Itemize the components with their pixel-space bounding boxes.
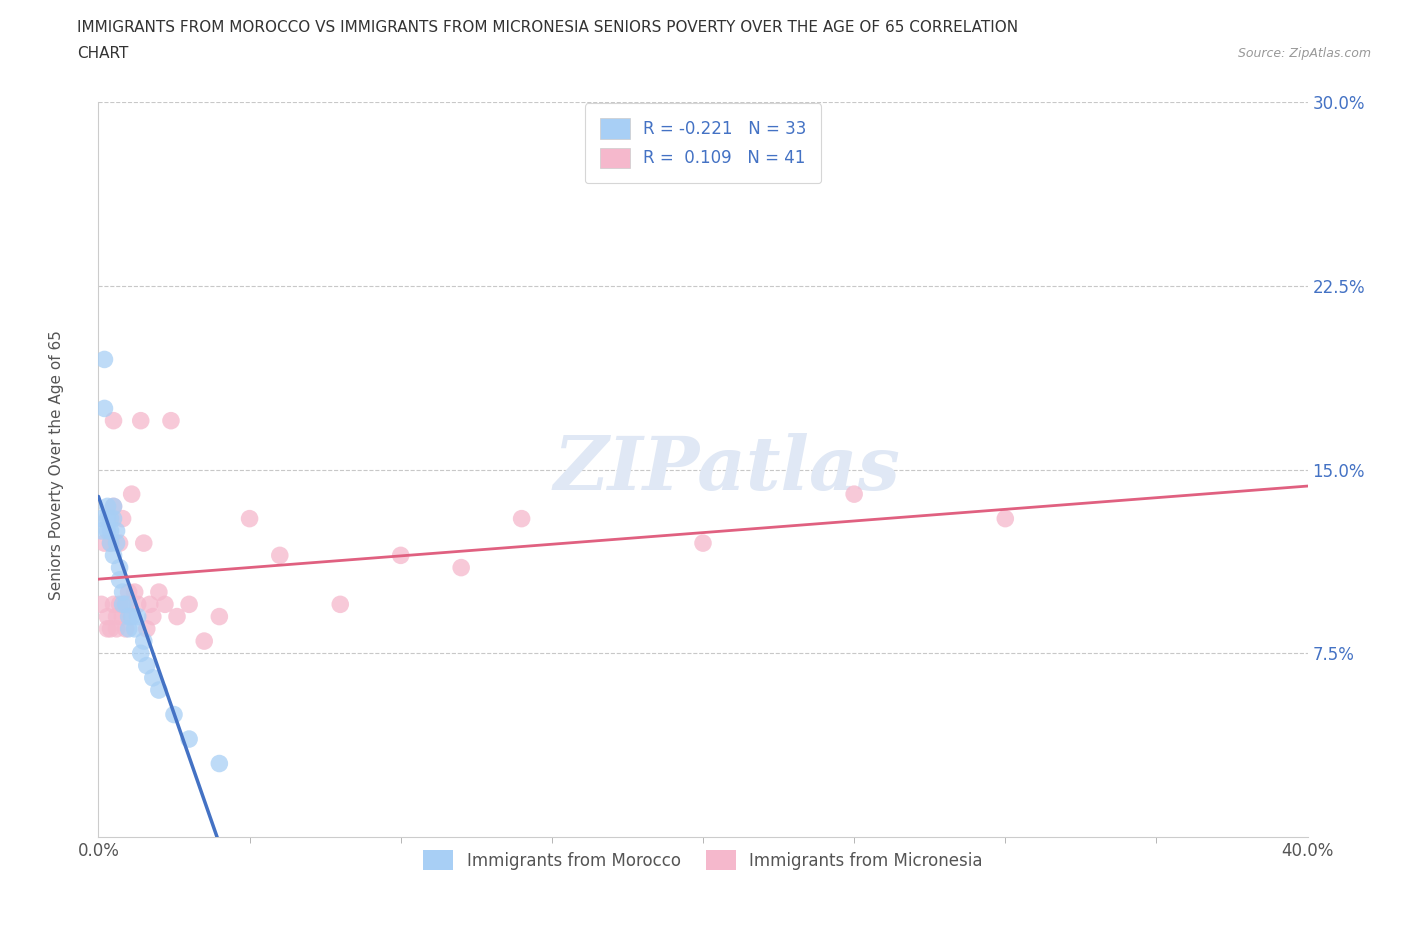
Point: [103, 498, 125, 513]
Point: [96, 609, 118, 624]
Point: [148, 585, 170, 600]
Point: [108, 597, 131, 612]
Point: [90, 524, 112, 538]
Point: [166, 609, 188, 624]
Point: [124, 621, 146, 636]
Text: IMMIGRANTS FROM MOROCCO VS IMMIGRANTS FROM MICRONESIA SENIORS POVERTY OVER THE A: IMMIGRANTS FROM MOROCCO VS IMMIGRANTS FR…: [77, 20, 1018, 35]
Point: [127, 609, 149, 624]
Point: [105, 609, 128, 624]
Point: [160, 413, 183, 428]
Point: [100, 536, 122, 551]
Point: [329, 597, 352, 612]
Point: [111, 512, 134, 526]
Point: [692, 536, 714, 551]
Point: [105, 536, 128, 551]
Point: [129, 413, 152, 428]
Point: [121, 609, 143, 624]
Point: [90, 512, 112, 526]
Text: ZIPatlas: ZIPatlas: [554, 433, 901, 506]
Point: [103, 597, 125, 612]
Point: [148, 683, 170, 698]
Point: [114, 621, 136, 636]
Point: [179, 732, 201, 747]
Point: [118, 621, 141, 636]
Point: [269, 548, 291, 563]
Point: [103, 413, 125, 428]
Point: [96, 498, 118, 513]
Point: [124, 585, 146, 600]
Point: [96, 512, 118, 526]
Point: [105, 621, 128, 636]
Point: [111, 585, 134, 600]
Point: [103, 498, 125, 513]
Point: [142, 671, 165, 685]
Point: [100, 512, 122, 526]
Point: [127, 597, 149, 612]
Text: CHART: CHART: [77, 46, 129, 61]
Point: [142, 609, 165, 624]
Point: [844, 486, 866, 501]
Point: [208, 756, 231, 771]
Point: [153, 597, 176, 612]
Legend: Immigrants from Morocco, Immigrants from Micronesia: Immigrants from Morocco, Immigrants from…: [411, 837, 995, 883]
Point: [208, 609, 231, 624]
Point: [132, 633, 155, 648]
Point: [105, 524, 128, 538]
Point: [100, 536, 122, 551]
Point: [132, 536, 155, 551]
Point: [121, 486, 143, 501]
Point: [103, 548, 125, 563]
Point: [135, 621, 157, 636]
Point: [111, 609, 134, 624]
Point: [108, 536, 131, 551]
Point: [118, 609, 141, 624]
Point: [90, 597, 112, 612]
Point: [108, 560, 131, 575]
Point: [93, 536, 115, 551]
Point: [994, 512, 1017, 526]
Text: Source: ZipAtlas.com: Source: ZipAtlas.com: [1237, 46, 1371, 60]
Point: [108, 573, 131, 588]
Point: [118, 585, 141, 600]
Point: [96, 621, 118, 636]
Point: [93, 401, 115, 416]
Point: [93, 352, 115, 367]
Point: [389, 548, 412, 563]
Point: [163, 707, 186, 722]
Point: [103, 512, 125, 526]
Point: [114, 597, 136, 612]
Point: [118, 597, 141, 612]
Point: [450, 560, 472, 575]
Point: [96, 524, 118, 538]
Point: [129, 646, 152, 661]
Point: [135, 658, 157, 673]
Point: [139, 597, 162, 612]
Point: [100, 524, 122, 538]
Point: [179, 597, 201, 612]
Point: [510, 512, 533, 526]
Text: Seniors Poverty Over the Age of 65: Seniors Poverty Over the Age of 65: [49, 330, 63, 600]
Point: [239, 512, 262, 526]
Point: [111, 597, 134, 612]
Point: [193, 633, 215, 648]
Point: [100, 621, 122, 636]
